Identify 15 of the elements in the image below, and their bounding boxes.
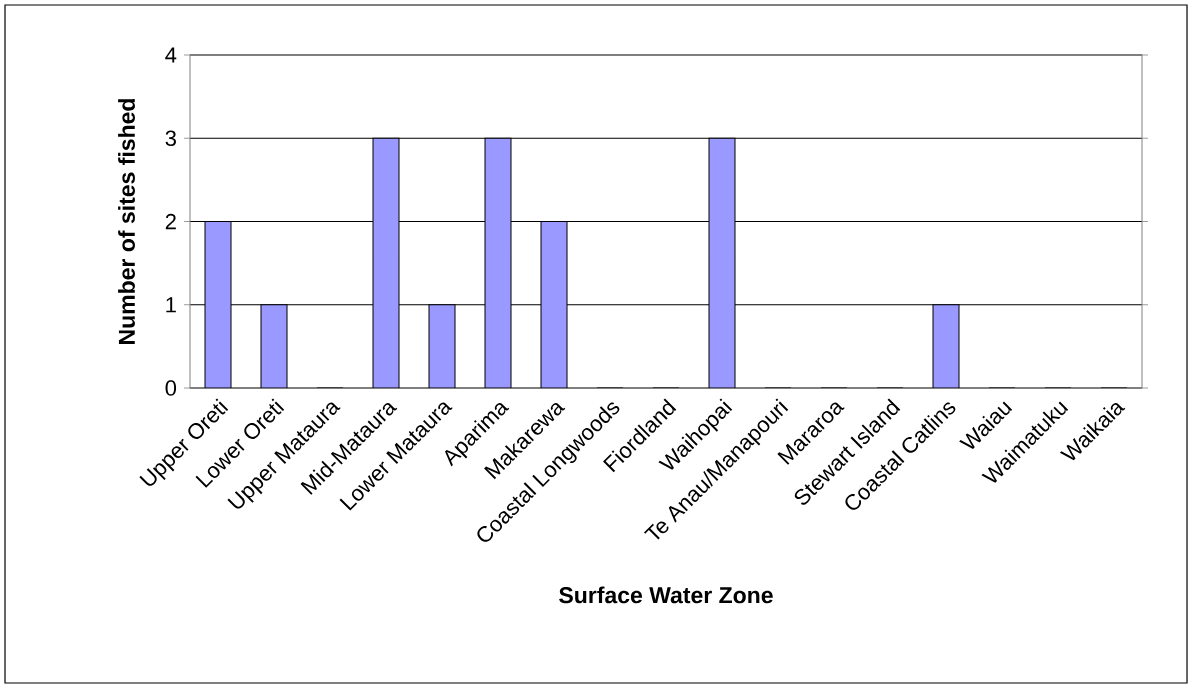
bar <box>540 221 568 388</box>
bar <box>428 304 456 388</box>
bar <box>708 137 736 388</box>
bar <box>932 304 960 388</box>
y-tick-label: 3 <box>165 130 176 147</box>
y-tick-label: 4 <box>165 47 177 63</box>
bar <box>484 137 512 388</box>
x-axis-title: Surface Water Zone <box>559 586 773 604</box>
y-axis-title: Number of sites fished <box>118 99 135 344</box>
y-tick-label: 1 <box>166 297 176 313</box>
y-tick-label: 0 <box>165 380 177 396</box>
bar <box>260 304 288 388</box>
bar <box>204 221 232 388</box>
y-tick-label: 2 <box>165 213 176 230</box>
bar <box>372 137 400 388</box>
